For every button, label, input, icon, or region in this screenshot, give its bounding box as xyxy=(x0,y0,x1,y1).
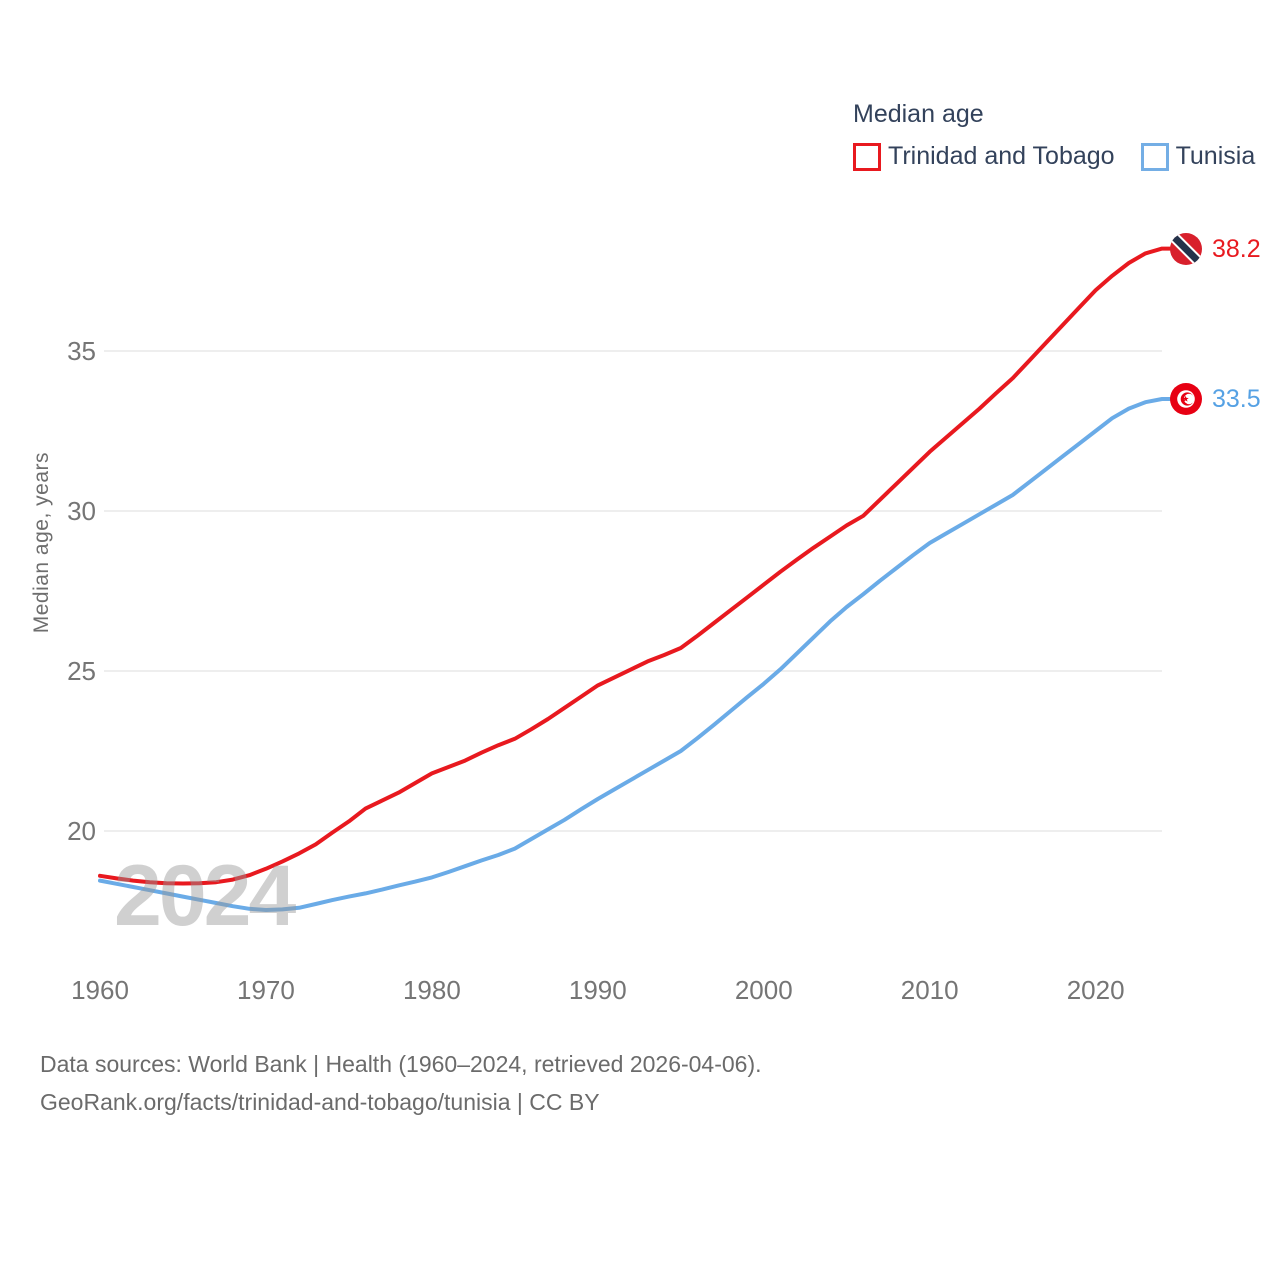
x-tick-label: 1990 xyxy=(569,975,627,1005)
y-tick-label: 30 xyxy=(67,496,96,526)
tunisia-flag-icon xyxy=(1170,383,1202,415)
x-tick-label: 2000 xyxy=(735,975,793,1005)
watermark-year: 2024 xyxy=(114,848,296,944)
footer-sources-line: Data sources: World Bank | Health (1960–… xyxy=(40,1051,762,1077)
x-tick-label: 1980 xyxy=(403,975,461,1005)
x-tick-label: 1970 xyxy=(237,975,295,1005)
x-tick-label: 2010 xyxy=(901,975,959,1005)
y-tick-label: 35 xyxy=(67,336,96,366)
legend-item-label: Trinidad and Tobago xyxy=(888,142,1115,170)
series-line-trinidad-and-tobago xyxy=(98,246,1172,886)
legend-title: Median age xyxy=(853,100,984,128)
y-tick-label: 20 xyxy=(67,816,96,846)
legend-item-trinidad-and-tobago[interactable]: Trinidad and Tobago xyxy=(853,142,1115,171)
x-tick-label: 2020 xyxy=(1067,975,1125,1005)
legend-item-label: Tunisia xyxy=(1175,142,1256,170)
end-value: 38.2 xyxy=(1212,234,1261,263)
end-label-tunisia: 33.5 xyxy=(1169,382,1261,416)
legend-item-tunisia[interactable]: Tunisia xyxy=(1140,142,1256,171)
end-value: 33.5 xyxy=(1212,384,1261,413)
x-tick-label: 1960 xyxy=(71,975,129,1005)
trinidad-and-tobago-flag-icon xyxy=(1170,233,1202,265)
footer: Data sources: World Bank | Health (1960–… xyxy=(40,1045,762,1121)
y-axis-title: Median age, years xyxy=(30,452,53,634)
tunisia-swatch-icon xyxy=(1140,142,1169,171)
legend-items: Trinidad and Tobago Tunisia xyxy=(853,142,1255,171)
end-label-trinidad-and-tobago: 38.2 xyxy=(1169,232,1261,266)
legend: Median age Trinidad and Tobago Tunisia xyxy=(853,100,1255,171)
trinidad-and-tobago-swatch-icon xyxy=(853,142,881,171)
y-tick-label: 25 xyxy=(67,656,96,686)
footer-attribution-line: GeoRank.org/facts/trinidad-and-tobago/tu… xyxy=(40,1089,600,1115)
series-line-tunisia xyxy=(98,397,1172,912)
